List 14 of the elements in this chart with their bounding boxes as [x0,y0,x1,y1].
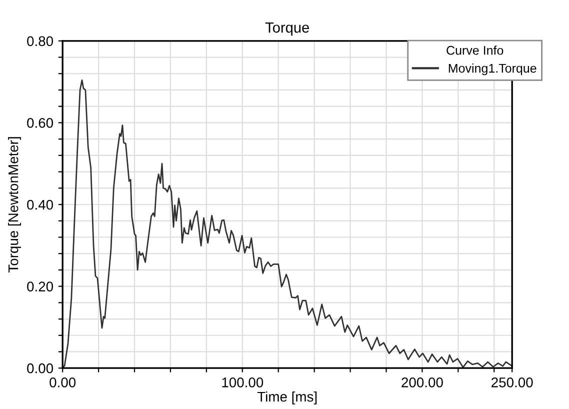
legend-title: Curve Info [446,46,504,55]
x-tick-label: 0.00 [50,377,76,388]
x-axis-title: Time [ms] [257,391,317,404]
legend-label: Moving1.Torque [448,64,536,76]
x-tick-label: 100.00 [222,377,264,388]
y-axis-title: Torque [NewtonMeter] [8,137,21,272]
x-tick-label: 200.00 [402,377,443,388]
y-tick-label: 0.00 [27,363,54,374]
y-tick-label: 0.60 [27,118,54,128]
y-tick-label: 0.20 [27,282,54,292]
y-tick-label: 0.40 [27,200,54,210]
y-tick-label: 0.80 [27,36,54,46]
chart-title: Torque [265,22,309,36]
x-tick-label: 250.00 [492,377,533,388]
